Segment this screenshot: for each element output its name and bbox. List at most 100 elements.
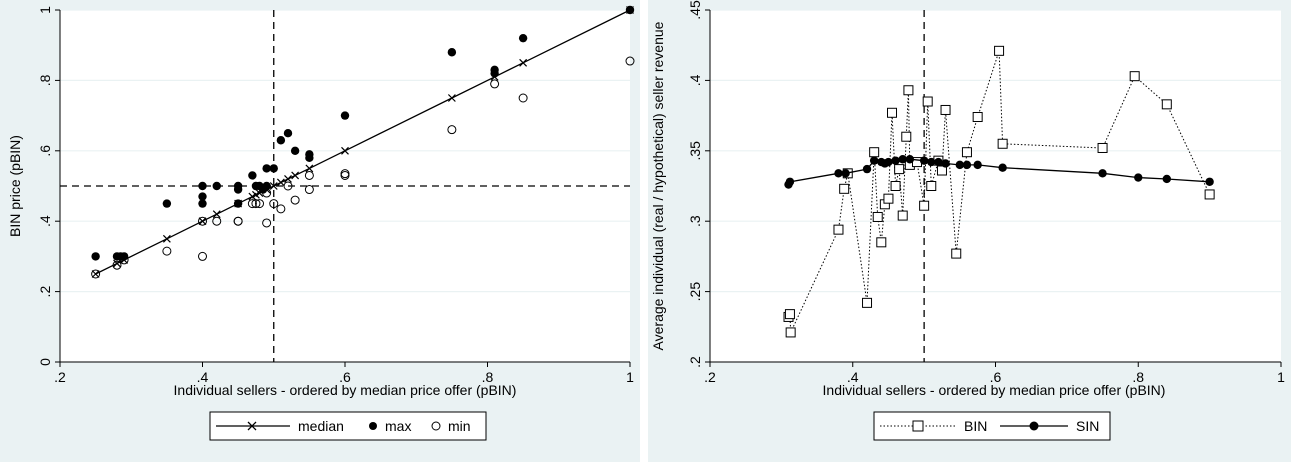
left-min-point [212, 216, 222, 226]
left-y-axis-label: BIN price (pBIN) [7, 135, 23, 237]
legend-sin-label: SIN [1076, 418, 1099, 434]
right-y-tick-label: .45 [687, 0, 703, 20]
left-max-point [625, 5, 635, 15]
right-bin-point [1097, 142, 1108, 153]
right-sin-point [884, 157, 893, 167]
left-min-point [304, 185, 314, 195]
left-max-point [290, 146, 300, 155]
right-bin-point [869, 147, 880, 158]
left-min-point [251, 199, 261, 209]
right-bin-point [894, 164, 905, 175]
left-max-point [283, 129, 293, 138]
right-x-tick-label: .2 [704, 369, 716, 385]
right-plot-area [710, 10, 1281, 362]
left-median-point [113, 259, 121, 268]
left-median-point [305, 164, 314, 173]
left-min-point [247, 199, 257, 209]
right-y-tick-label: .35 [687, 141, 703, 161]
right-sin-point [1098, 169, 1107, 178]
left-max-point [269, 164, 278, 173]
legend-max-label: max [385, 418, 411, 434]
right-y-tick-label: .25 [687, 282, 703, 302]
right-bin-point [876, 237, 887, 248]
right-sin-point [941, 159, 950, 168]
right-bin-point [961, 147, 972, 158]
right-bin-point [1161, 99, 1172, 110]
left-x-tick-label: .4 [197, 369, 209, 385]
left-max-point [233, 181, 243, 191]
right-sin-point [898, 155, 907, 164]
left-max-point [447, 48, 457, 57]
left-min-point [162, 246, 172, 256]
left-max-point [91, 252, 100, 261]
left-min-point [340, 169, 350, 179]
right-sin-point [927, 157, 936, 167]
right-bin-point [972, 112, 983, 123]
right-bin-point [994, 45, 1005, 56]
right-sin-point [973, 160, 982, 170]
left-max-point [212, 181, 221, 191]
left-min-point [283, 181, 293, 191]
left-chart: 0.2.4.6.81.2.4.6.8 1 BIN price (pBIN) Ind… [7, 5, 635, 441]
left-max-point [198, 192, 207, 201]
right-sin-point [862, 164, 872, 174]
left-y-tick-label: .2 [37, 286, 53, 298]
left-median-point [269, 182, 278, 190]
legend-min-label: min [448, 418, 471, 434]
right-sin-point [1162, 174, 1171, 184]
right-sin-point [834, 169, 843, 178]
right-bin-point [833, 224, 844, 235]
left-min-point [255, 199, 264, 209]
right-legend: BIN SIN [873, 411, 1111, 441]
right-bin-point [887, 107, 898, 118]
right-x-tick-label: .8 [1132, 369, 1144, 385]
right-x-tick-label: 1 [1277, 369, 1285, 385]
right-y-axis-label: Average individual (real / hypothetical)… [650, 21, 666, 350]
right-sin-point [841, 169, 850, 178]
legend-bin-label: BIN [964, 418, 987, 434]
legend-median-label: median [298, 418, 344, 434]
right-bin-point [922, 96, 933, 107]
left-max-point [262, 164, 271, 173]
right-y-tick-label: .4 [687, 74, 703, 86]
right-bin-point [839, 183, 850, 194]
left-max-point [305, 150, 314, 159]
right-bin-point [1204, 189, 1215, 200]
left-legend: median max min [209, 411, 487, 441]
right-bin-point [784, 309, 795, 320]
left-max-point [518, 33, 528, 43]
left-min-point [198, 216, 207, 226]
left-min-point [262, 218, 272, 228]
right-bin-point [951, 248, 962, 259]
right-sin-point [1134, 173, 1143, 182]
right-sin-point [998, 163, 1007, 172]
legend-median-marker [247, 421, 257, 431]
left-min-point [198, 251, 207, 261]
left-median-point [91, 270, 100, 278]
left-median-point [447, 94, 456, 102]
left-min-point [490, 79, 500, 89]
left-min-point [119, 255, 129, 265]
right-bin-point [883, 193, 894, 204]
right-bin-point [897, 210, 908, 221]
right-sin-point [785, 177, 795, 186]
left-max-point [233, 199, 243, 208]
left-median-point [341, 146, 349, 155]
left-median-point [162, 234, 171, 243]
right-y-tick-label: .3 [687, 215, 703, 227]
left-min-point [518, 93, 528, 103]
right-sin-point [955, 160, 965, 170]
left-min-point [290, 195, 300, 205]
left-max-point [276, 136, 286, 145]
right-x-tick-label: .6 [990, 369, 1002, 385]
right-chart: .2 .25 .3 .35 .4 .45 .2 .4 .6 .8 1 Average individ… [650, 0, 1285, 441]
legend-sin-marker [1029, 421, 1039, 431]
left-x-tick-label: 1 [626, 369, 634, 385]
right-sin-point [905, 155, 915, 164]
left-x-tick-label: .2 [54, 369, 66, 385]
right-bin-point [872, 211, 883, 222]
right-bin-point [926, 181, 937, 191]
left-max-point [262, 181, 271, 191]
left-min-point [233, 216, 243, 226]
left-x-tick-label: .8 [482, 369, 494, 385]
